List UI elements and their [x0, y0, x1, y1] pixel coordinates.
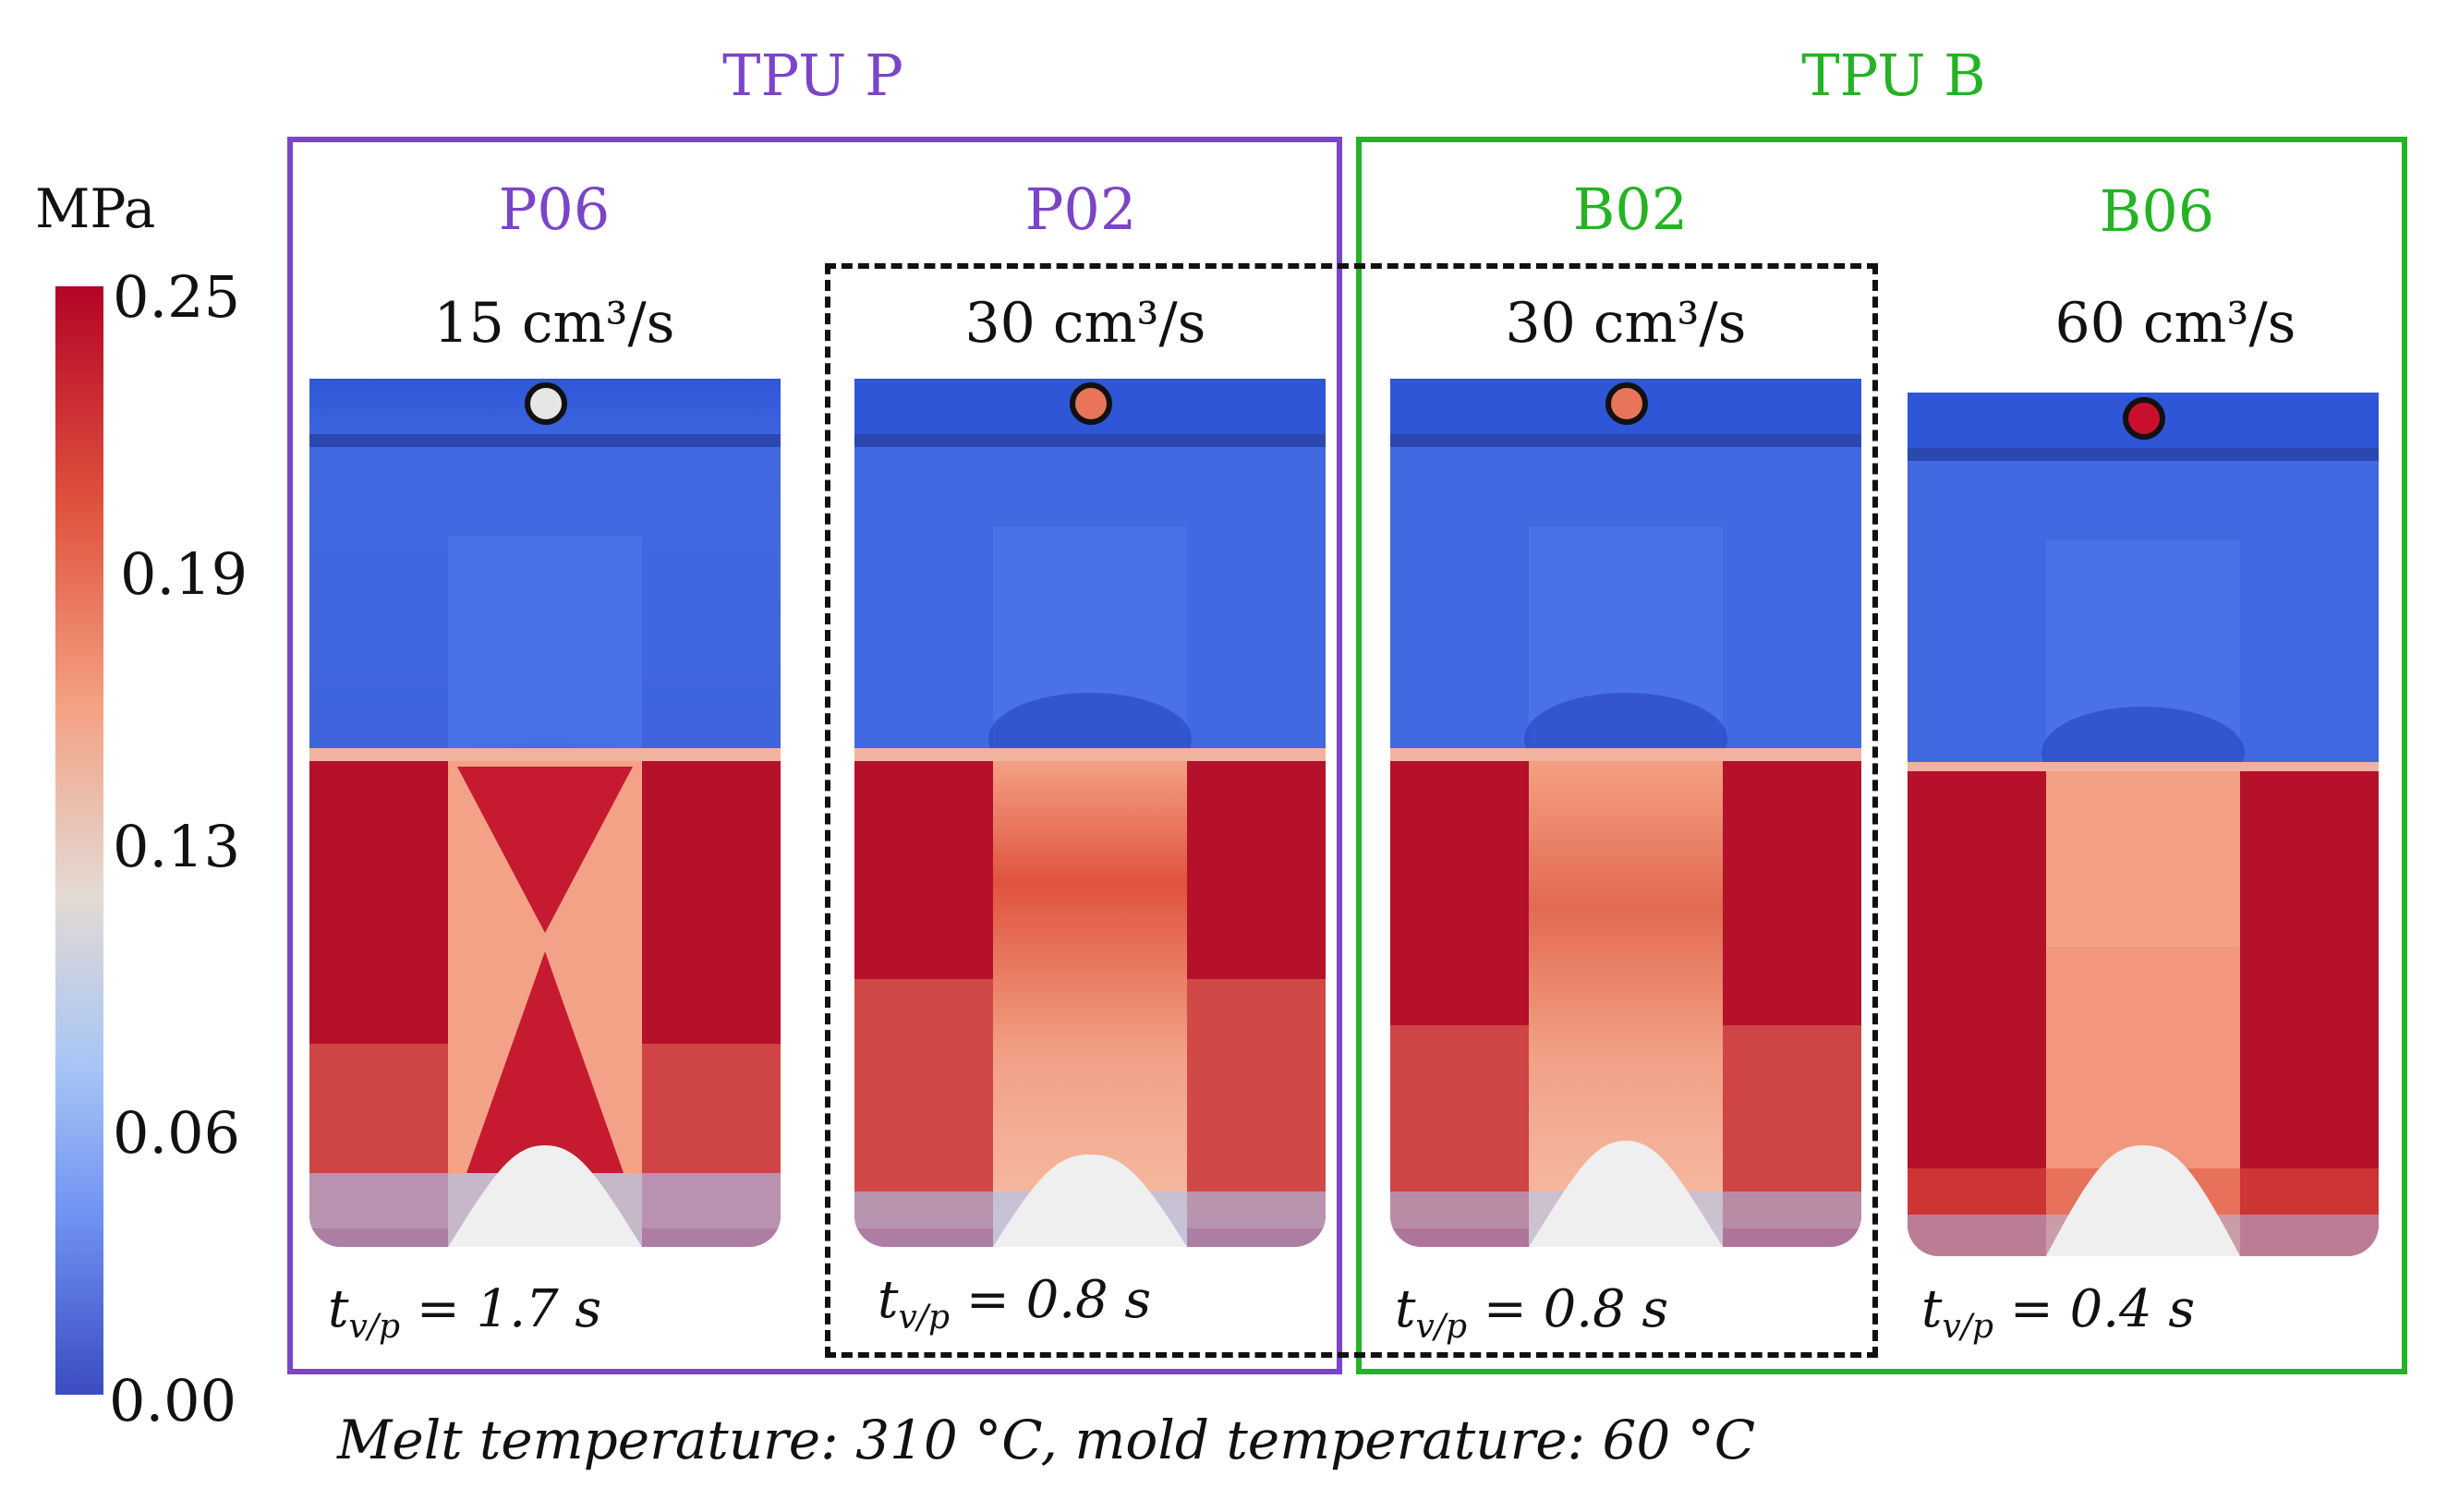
injection-point-b02 — [1605, 382, 1648, 425]
stress-map-p02 — [854, 379, 1326, 1247]
time-subscript: v/p — [898, 1299, 951, 1337]
tpu-b-frame — [1356, 137, 2407, 1374]
time-symbol: t — [328, 1279, 349, 1339]
time-value-b02: 0.8 s — [1543, 1279, 1669, 1339]
group-label-tpu-b: TPU B — [1801, 42, 1986, 109]
colorbar-tick-3: 0.06 — [113, 1099, 241, 1167]
time-label-p06: tv/p = 1.7 s — [328, 1279, 601, 1346]
group-label-tpu-p: TPU P — [722, 42, 903, 109]
injection-point-p02 — [1070, 382, 1112, 425]
time-equals: = — [400, 1279, 477, 1339]
time-symbol: t — [878, 1270, 899, 1330]
sample-name-p06: P06 — [498, 175, 611, 243]
time-subscript: v/p — [348, 1308, 401, 1347]
time-equals: = — [1993, 1279, 2070, 1339]
time-label-b06: tv/p = 0.4 s — [1921, 1279, 2195, 1346]
sample-rate-b06: 60 cm³/s — [2054, 291, 2296, 356]
sample-name-b02: B02 — [1572, 175, 1689, 243]
sample-name-b06: B06 — [2099, 177, 2215, 245]
comparison-dashed-frame — [825, 263, 1878, 1358]
stress-map-p06 — [309, 379, 781, 1247]
time-value-b06: 0.4 s — [2069, 1279, 2196, 1339]
time-equals: = — [1467, 1279, 1544, 1339]
colorbar-tick-2: 0.13 — [113, 813, 241, 880]
time-subscript: v/p — [1415, 1308, 1468, 1347]
time-subscript: v/p — [1942, 1308, 1994, 1347]
time-value-p02: 0.8 s — [1025, 1270, 1152, 1330]
colorbar-tick-0: 0.25 — [113, 263, 241, 331]
stress-map-b06 — [1908, 393, 2379, 1256]
time-label-b02: tv/p = 0.8 s — [1395, 1279, 1668, 1346]
injection-point-b06 — [2123, 397, 2165, 440]
sample-rate-p06: 15 cm³/s — [433, 291, 675, 356]
time-equals: = — [950, 1270, 1026, 1330]
colorbar-tick-4: 0.00 — [109, 1367, 237, 1434]
time-value-p06: 1.7 s — [476, 1279, 602, 1339]
sample-name-p02: P02 — [1024, 175, 1137, 243]
time-symbol: t — [1921, 1279, 1943, 1339]
sample-rate-b02: 30 cm³/s — [1505, 291, 1747, 356]
time-label-p02: tv/p = 0.8 s — [878, 1270, 1151, 1337]
stress-map-b02 — [1390, 379, 1861, 1247]
tpu-p-frame — [287, 137, 1342, 1374]
injection-point-p06 — [525, 382, 567, 425]
colorbar — [55, 286, 103, 1395]
colorbar-unit: MPa — [35, 177, 156, 240]
sample-rate-p02: 30 cm³/s — [964, 291, 1206, 356]
time-symbol: t — [1395, 1279, 1416, 1339]
colorbar-tick-1: 0.19 — [120, 540, 248, 608]
figure-caption: Melt temperature: 310 °C, mold temperatu… — [337, 1409, 1756, 1471]
